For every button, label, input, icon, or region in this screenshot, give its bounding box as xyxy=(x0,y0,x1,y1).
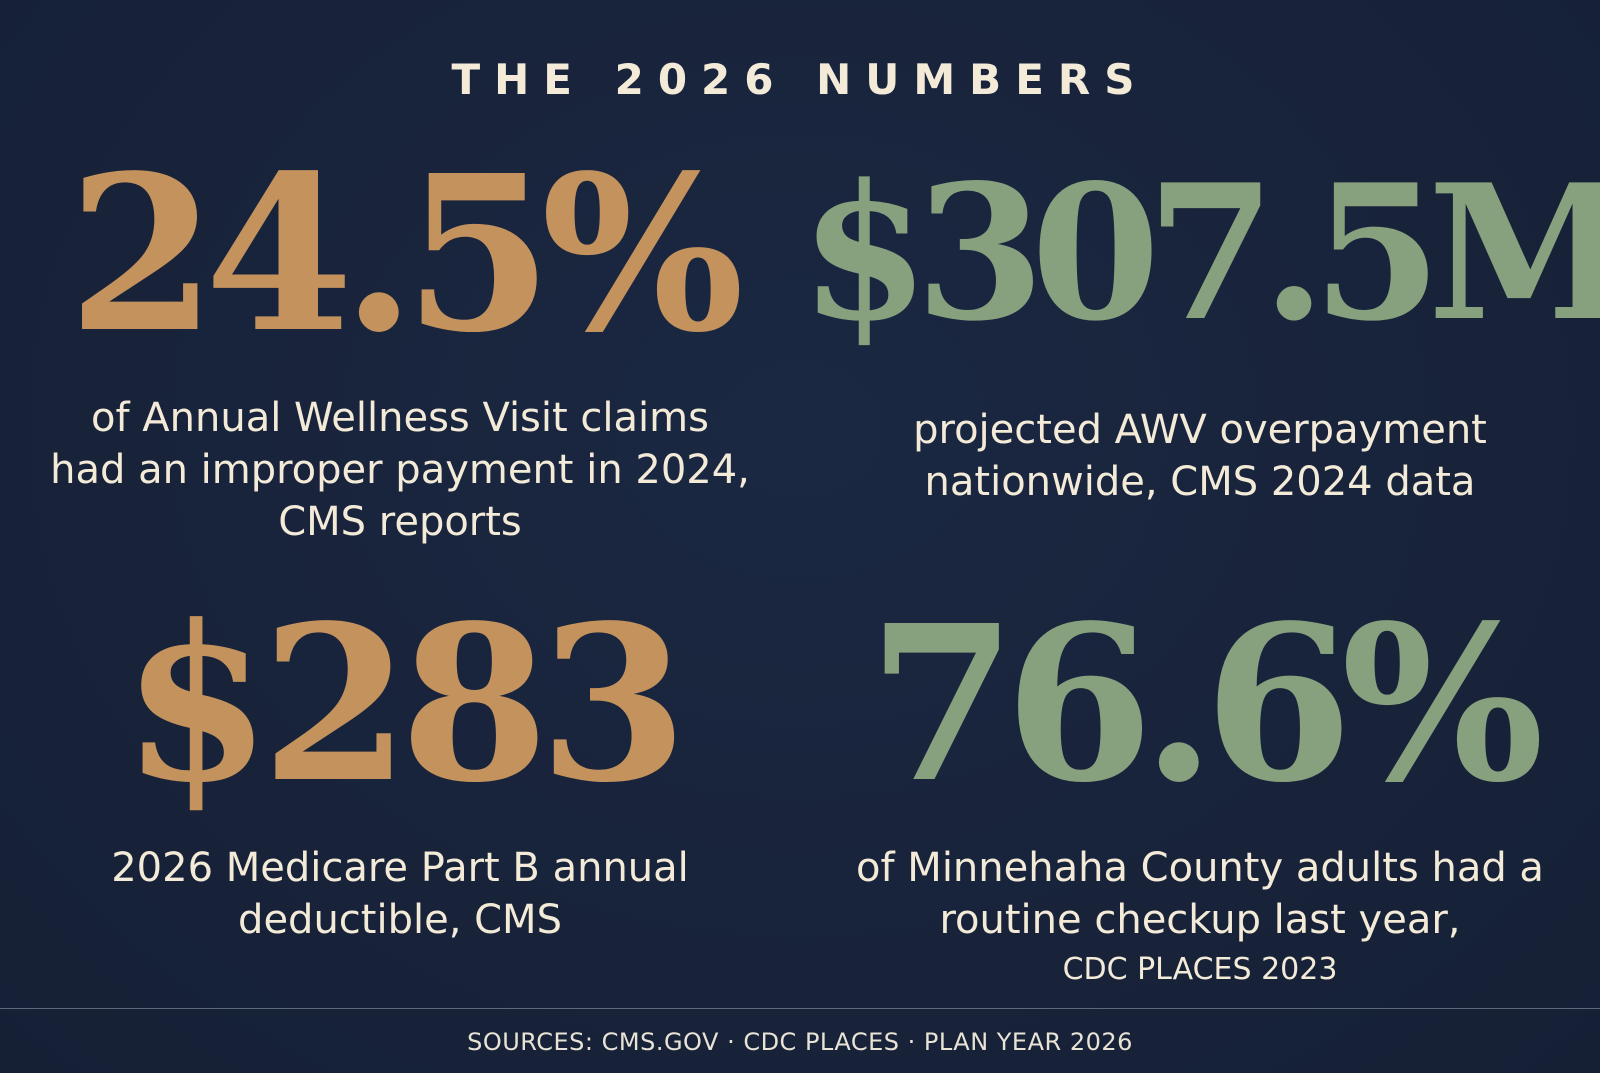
stat-value: $283 xyxy=(122,579,688,830)
stat-improper-payment-rate: 24.5% of Annual Wellness Visit claims ha… xyxy=(0,142,800,548)
headline: THE 2026 NUMBERS xyxy=(451,55,1149,104)
stat-value: 24.5% xyxy=(67,129,745,380)
stat-value: $307.5M xyxy=(800,143,1600,362)
stat-source: CDC PLACES 2023 xyxy=(1062,952,1338,987)
stat-caption: of Minnehaha County adults had a routine… xyxy=(856,845,1544,943)
stat-projected-overpayment: $307.5M projected AWV overpayment nation… xyxy=(800,142,1600,508)
stat-caption: of Annual Wellness Visit claims had an i… xyxy=(50,395,750,545)
stat-caption: 2026 Medicare Part B annual deductible, … xyxy=(111,845,689,943)
footer-divider xyxy=(0,1008,1600,1009)
stat-part-b-deductible: $283 2026 Medicare Part B annual deducti… xyxy=(0,588,800,946)
sources-footer: SOURCES: CMS.GOV · CDC PLACES · PLAN YEA… xyxy=(467,1028,1133,1056)
stat-caption: projected AWV overpayment nationwide, CM… xyxy=(913,407,1487,505)
stat-value: 76.6% xyxy=(867,579,1545,830)
stat-routine-checkup-rate: 76.6% of Minnehaha County adults had a r… xyxy=(800,588,1600,990)
